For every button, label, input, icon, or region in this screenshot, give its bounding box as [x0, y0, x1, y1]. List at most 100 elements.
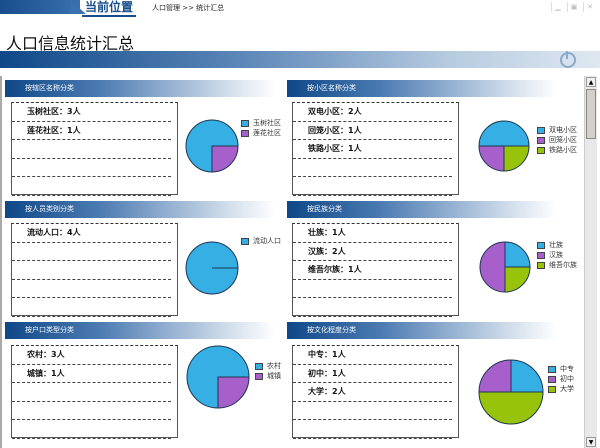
stats-list: 农村：3人 城镇：1人 — [11, 345, 178, 439]
pie-slice — [504, 241, 531, 268]
list-item: 双电小区：2人 — [293, 103, 452, 122]
pie-slice — [478, 359, 512, 393]
pie-slice — [478, 145, 505, 172]
location-tab-bg — [0, 0, 80, 14]
empty-row — [12, 420, 171, 439]
legend-label: 双电小区 — [549, 126, 577, 134]
empty-row — [293, 280, 452, 298]
legend-swatch — [548, 365, 556, 373]
pie-legend: 中专初中 大学 — [548, 364, 574, 394]
legend-swatch — [241, 119, 249, 127]
empty-row — [12, 177, 171, 196]
power-icon[interactable] — [560, 51, 576, 68]
pie-slice — [211, 145, 239, 173]
stats-list: 玉树社区：3人 莲花社区：1人 — [11, 102, 178, 196]
legend-item: 汉族 — [537, 250, 577, 260]
stats-list: 中专：1人 初中：1人 大学：2人 — [292, 345, 459, 439]
legend-swatch — [255, 362, 263, 370]
pie-legend: 壮族 汉族 维吾尔族 — [537, 240, 577, 270]
legend-item: 壮族 — [537, 240, 577, 250]
pie-chart — [186, 345, 250, 409]
pie-chart — [479, 241, 531, 293]
close-icon[interactable]: ✕ — [583, 2, 596, 12]
legend-swatch — [537, 136, 545, 144]
list-item: 回笼小区：1人 — [293, 122, 452, 140]
minimize-icon[interactable]: ▁ — [551, 2, 564, 12]
pie-chart — [478, 120, 530, 172]
title-bar — [0, 51, 600, 68]
section-header: 按小区名称分类 — [287, 80, 557, 97]
legend-label: 莲花社区 — [253, 129, 281, 137]
legend-item: 铁路小区 — [537, 145, 577, 155]
section-header: 按户口类型分类 — [5, 322, 275, 339]
empty-row — [293, 402, 452, 420]
list-item: 维吾尔族：1人 — [293, 261, 452, 280]
pie-chart — [185, 241, 239, 295]
legend-swatch — [241, 129, 249, 137]
legend-label: 中专 — [560, 365, 574, 373]
empty-row — [12, 280, 171, 298]
top-bar: 当前位置 人口管理 >> 统计汇总 ▁ ▣ ✕ — [0, 0, 600, 17]
pie-chart — [478, 359, 544, 425]
legend-swatch — [537, 261, 545, 269]
list-item: 壮族：1人 — [293, 224, 452, 243]
legend-item: 玉树社区 — [241, 118, 281, 128]
scroll-up-icon[interactable]: ▲ — [586, 77, 596, 87]
pie-slice — [478, 391, 544, 425]
section-header: 按人员类别分类 — [5, 201, 275, 218]
maximize-icon[interactable]: ▣ — [567, 2, 580, 12]
legend-label: 铁路小区 — [549, 146, 577, 154]
pie-slice — [185, 119, 239, 173]
legend-swatch — [537, 146, 545, 154]
legend-swatch — [255, 372, 263, 380]
legend-item: 回笼小区 — [537, 135, 577, 145]
legend-item: 流动人口 — [241, 236, 281, 246]
list-item: 城镇：1人 — [12, 365, 171, 383]
legend-item: 大学 — [548, 384, 574, 394]
pie-slice — [510, 359, 544, 393]
scroll-thumb[interactable] — [586, 89, 596, 139]
legend-label: 流动人口 — [253, 237, 281, 245]
left-border — [0, 76, 2, 448]
pie-slice — [217, 376, 250, 409]
legend-item: 中专 — [548, 364, 574, 374]
scroll-down-icon[interactable]: ▼ — [586, 437, 596, 447]
legend-swatch — [537, 241, 545, 249]
pie-legend: 农村 城镇 — [255, 361, 281, 381]
pie-slice — [504, 266, 531, 293]
legend-swatch — [537, 251, 545, 259]
legend-label: 农村 — [267, 362, 281, 370]
section-header: 按辖区名称分类 — [5, 80, 275, 97]
legend-item: 维吾尔族 — [537, 260, 577, 270]
section-header: 按文化程度分类 — [287, 322, 557, 339]
legend-label: 壮族 — [549, 241, 563, 249]
legend-item: 初中 — [548, 374, 574, 384]
empty-row — [293, 420, 452, 439]
window-controls: ▁ ▣ ✕ — [551, 2, 596, 12]
breadcrumb: 人口管理 >> 统计汇总 — [152, 4, 225, 12]
section-header: 按民族分类 — [287, 201, 557, 218]
pie-slice — [478, 120, 530, 147]
empty-row — [293, 159, 452, 177]
legend-label: 玉树社区 — [253, 119, 281, 127]
empty-row — [12, 402, 171, 420]
legend-swatch — [241, 237, 249, 245]
current-location-label: 当前位置 — [82, 0, 137, 17]
empty-row — [12, 159, 171, 177]
pie-legend: 流动人口 — [241, 236, 281, 246]
pie-slice — [503, 145, 530, 172]
stats-list: 壮族：1人 汉族：2人 维吾尔族：1人 — [292, 223, 459, 317]
empty-row — [12, 140, 171, 159]
legend-swatch — [537, 126, 545, 134]
empty-row — [12, 243, 171, 261]
scrollbar[interactable]: ▲ ▼ — [584, 76, 597, 448]
legend-label: 初中 — [560, 375, 574, 383]
legend-swatch — [548, 385, 556, 393]
legend-swatch — [548, 375, 556, 383]
list-item: 中专：1人 — [293, 346, 452, 365]
empty-row — [293, 298, 452, 317]
empty-row — [12, 261, 171, 280]
legend-label: 回笼小区 — [549, 136, 577, 144]
empty-row — [12, 298, 171, 317]
legend-label: 汉族 — [549, 251, 563, 259]
